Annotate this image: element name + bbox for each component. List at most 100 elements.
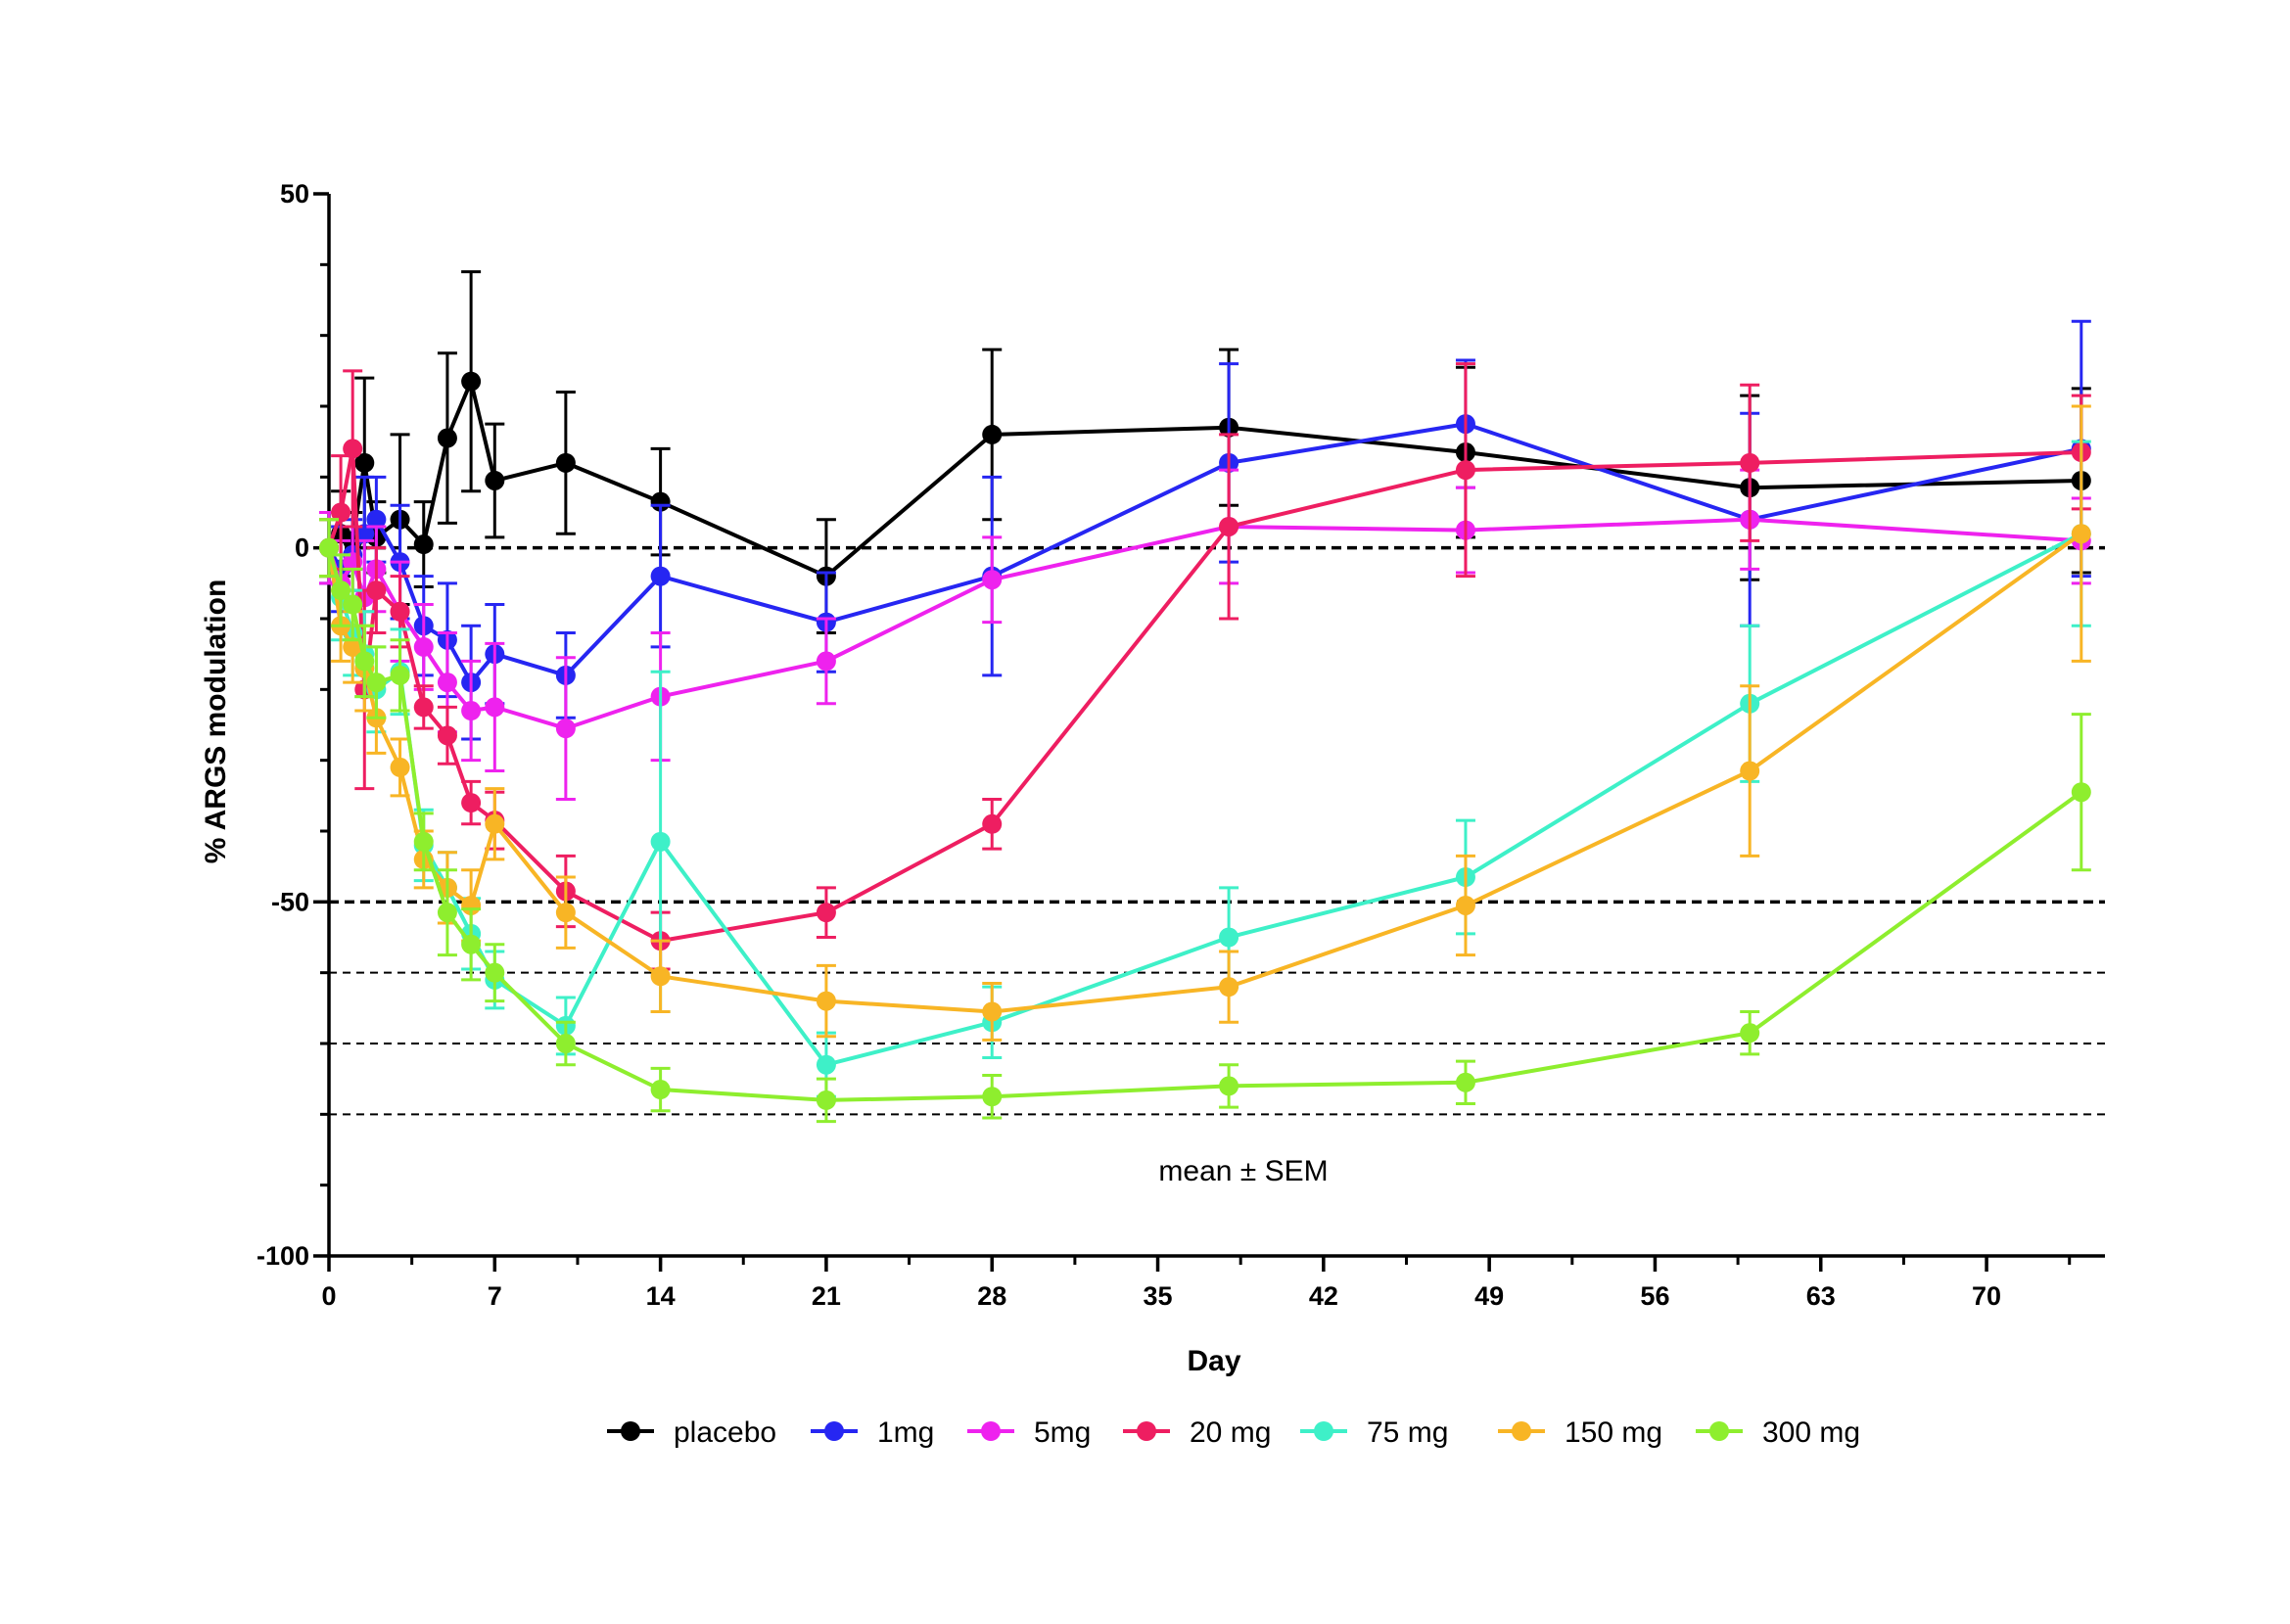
data-point bbox=[413, 636, 434, 657]
legend-item-300mg: 300 mg bbox=[1696, 1416, 1860, 1449]
y-tick-label: -50 bbox=[271, 887, 309, 916]
y-tick-label: 50 bbox=[280, 179, 309, 209]
annotation-mean-sem: mean ± SEM bbox=[1158, 1155, 1328, 1187]
legend-item-20mg: 20 mg bbox=[1123, 1416, 1271, 1449]
data-point bbox=[816, 1054, 836, 1075]
data-point bbox=[366, 580, 387, 601]
data-point bbox=[413, 831, 434, 852]
data-point bbox=[982, 424, 1003, 444]
data-point bbox=[461, 371, 482, 392]
series-300mg bbox=[319, 518, 2091, 1124]
data-point bbox=[390, 665, 410, 685]
data-point bbox=[1219, 977, 1239, 998]
data-point bbox=[1740, 761, 1760, 781]
data-point bbox=[555, 903, 576, 923]
legend-item-75mg: 75 mg bbox=[1300, 1416, 1448, 1449]
data-point bbox=[390, 601, 410, 622]
legend-label: placebo bbox=[674, 1416, 776, 1449]
data-point bbox=[461, 934, 482, 954]
data-point bbox=[1740, 1023, 1760, 1044]
data-point bbox=[1219, 516, 1239, 536]
legend-marker bbox=[621, 1421, 640, 1441]
data-point bbox=[485, 962, 505, 983]
y-axis-title: % ARGS modulation bbox=[200, 580, 232, 864]
legend-marker bbox=[1709, 1421, 1729, 1441]
data-point bbox=[816, 651, 836, 672]
data-point bbox=[1219, 1076, 1239, 1096]
data-point bbox=[437, 903, 457, 923]
data-point bbox=[354, 651, 375, 672]
legend-marker bbox=[981, 1421, 1001, 1441]
data-point bbox=[816, 991, 836, 1011]
x-axis-title: Day bbox=[1187, 1345, 1240, 1377]
data-point bbox=[650, 1080, 671, 1100]
data-point bbox=[485, 470, 505, 490]
data-point bbox=[1740, 452, 1760, 473]
data-point bbox=[461, 793, 482, 813]
data-point bbox=[2071, 524, 2091, 544]
data-point bbox=[437, 673, 457, 693]
x-tick-label: 42 bbox=[1309, 1281, 1338, 1311]
data-point bbox=[354, 524, 375, 544]
data-point bbox=[413, 697, 434, 718]
series-layer bbox=[319, 270, 2091, 1124]
data-point bbox=[650, 566, 671, 586]
data-point bbox=[982, 813, 1003, 834]
data-point bbox=[982, 1087, 1003, 1107]
x-tick-label: 35 bbox=[1144, 1281, 1173, 1311]
data-point bbox=[485, 813, 505, 834]
legend-marker bbox=[824, 1421, 844, 1441]
data-point bbox=[1219, 927, 1239, 948]
data-point bbox=[366, 673, 387, 693]
legend-item-150mg: 150 mg bbox=[1498, 1416, 1662, 1449]
legend-marker bbox=[1137, 1421, 1156, 1441]
data-point bbox=[650, 831, 671, 852]
legend-marker bbox=[1314, 1421, 1333, 1441]
data-point bbox=[413, 534, 434, 555]
data-point bbox=[1455, 460, 1475, 481]
x-tick-label: 0 bbox=[321, 1281, 336, 1311]
data-point bbox=[331, 502, 351, 523]
data-point bbox=[437, 428, 457, 448]
data-point bbox=[461, 701, 482, 721]
data-point bbox=[816, 903, 836, 923]
data-point bbox=[1455, 1072, 1475, 1092]
data-point bbox=[390, 757, 410, 777]
data-point bbox=[650, 966, 671, 987]
x-tick-label: 49 bbox=[1474, 1281, 1504, 1311]
data-point bbox=[343, 594, 363, 615]
data-point bbox=[982, 1001, 1003, 1022]
data-point bbox=[555, 452, 576, 473]
legend-label: 300 mg bbox=[1762, 1416, 1860, 1449]
data-point bbox=[319, 537, 339, 558]
data-point bbox=[366, 509, 387, 530]
data-point bbox=[354, 452, 375, 473]
legend-item-5mg: 5mg bbox=[967, 1416, 1091, 1449]
data-point bbox=[343, 439, 363, 459]
data-point bbox=[2071, 782, 2091, 803]
legend-label: 1mg bbox=[877, 1416, 934, 1449]
data-point bbox=[437, 725, 457, 746]
x-tick-label: 56 bbox=[1640, 1281, 1669, 1311]
data-point bbox=[982, 570, 1003, 590]
legend-item-placebo: placebo bbox=[607, 1416, 776, 1449]
x-tick-label: 28 bbox=[977, 1281, 1006, 1311]
legend-label: 150 mg bbox=[1565, 1416, 1662, 1449]
data-point bbox=[555, 1034, 576, 1053]
reference-lines bbox=[329, 545, 2105, 1116]
x-tick-label: 14 bbox=[646, 1281, 676, 1311]
data-point bbox=[343, 636, 363, 657]
axes: 50 0 -50 -100 0 7 14 21 28 35 42 49 56 63 70 bbox=[257, 179, 2105, 1311]
data-point bbox=[1455, 895, 1475, 915]
x-tick-label: 63 bbox=[1806, 1281, 1836, 1311]
x-tick-label: 21 bbox=[812, 1281, 841, 1311]
x-tick-label: 7 bbox=[488, 1281, 502, 1311]
legend-label: 75 mg bbox=[1367, 1416, 1448, 1449]
legend-label: 5mg bbox=[1034, 1416, 1091, 1449]
legend: placebo 1mg 5mg 20 mg 75 mg 150 mg 300 mg bbox=[607, 1416, 1860, 1449]
x-tick-label: 70 bbox=[1972, 1281, 2001, 1311]
legend-marker bbox=[1512, 1421, 1531, 1441]
